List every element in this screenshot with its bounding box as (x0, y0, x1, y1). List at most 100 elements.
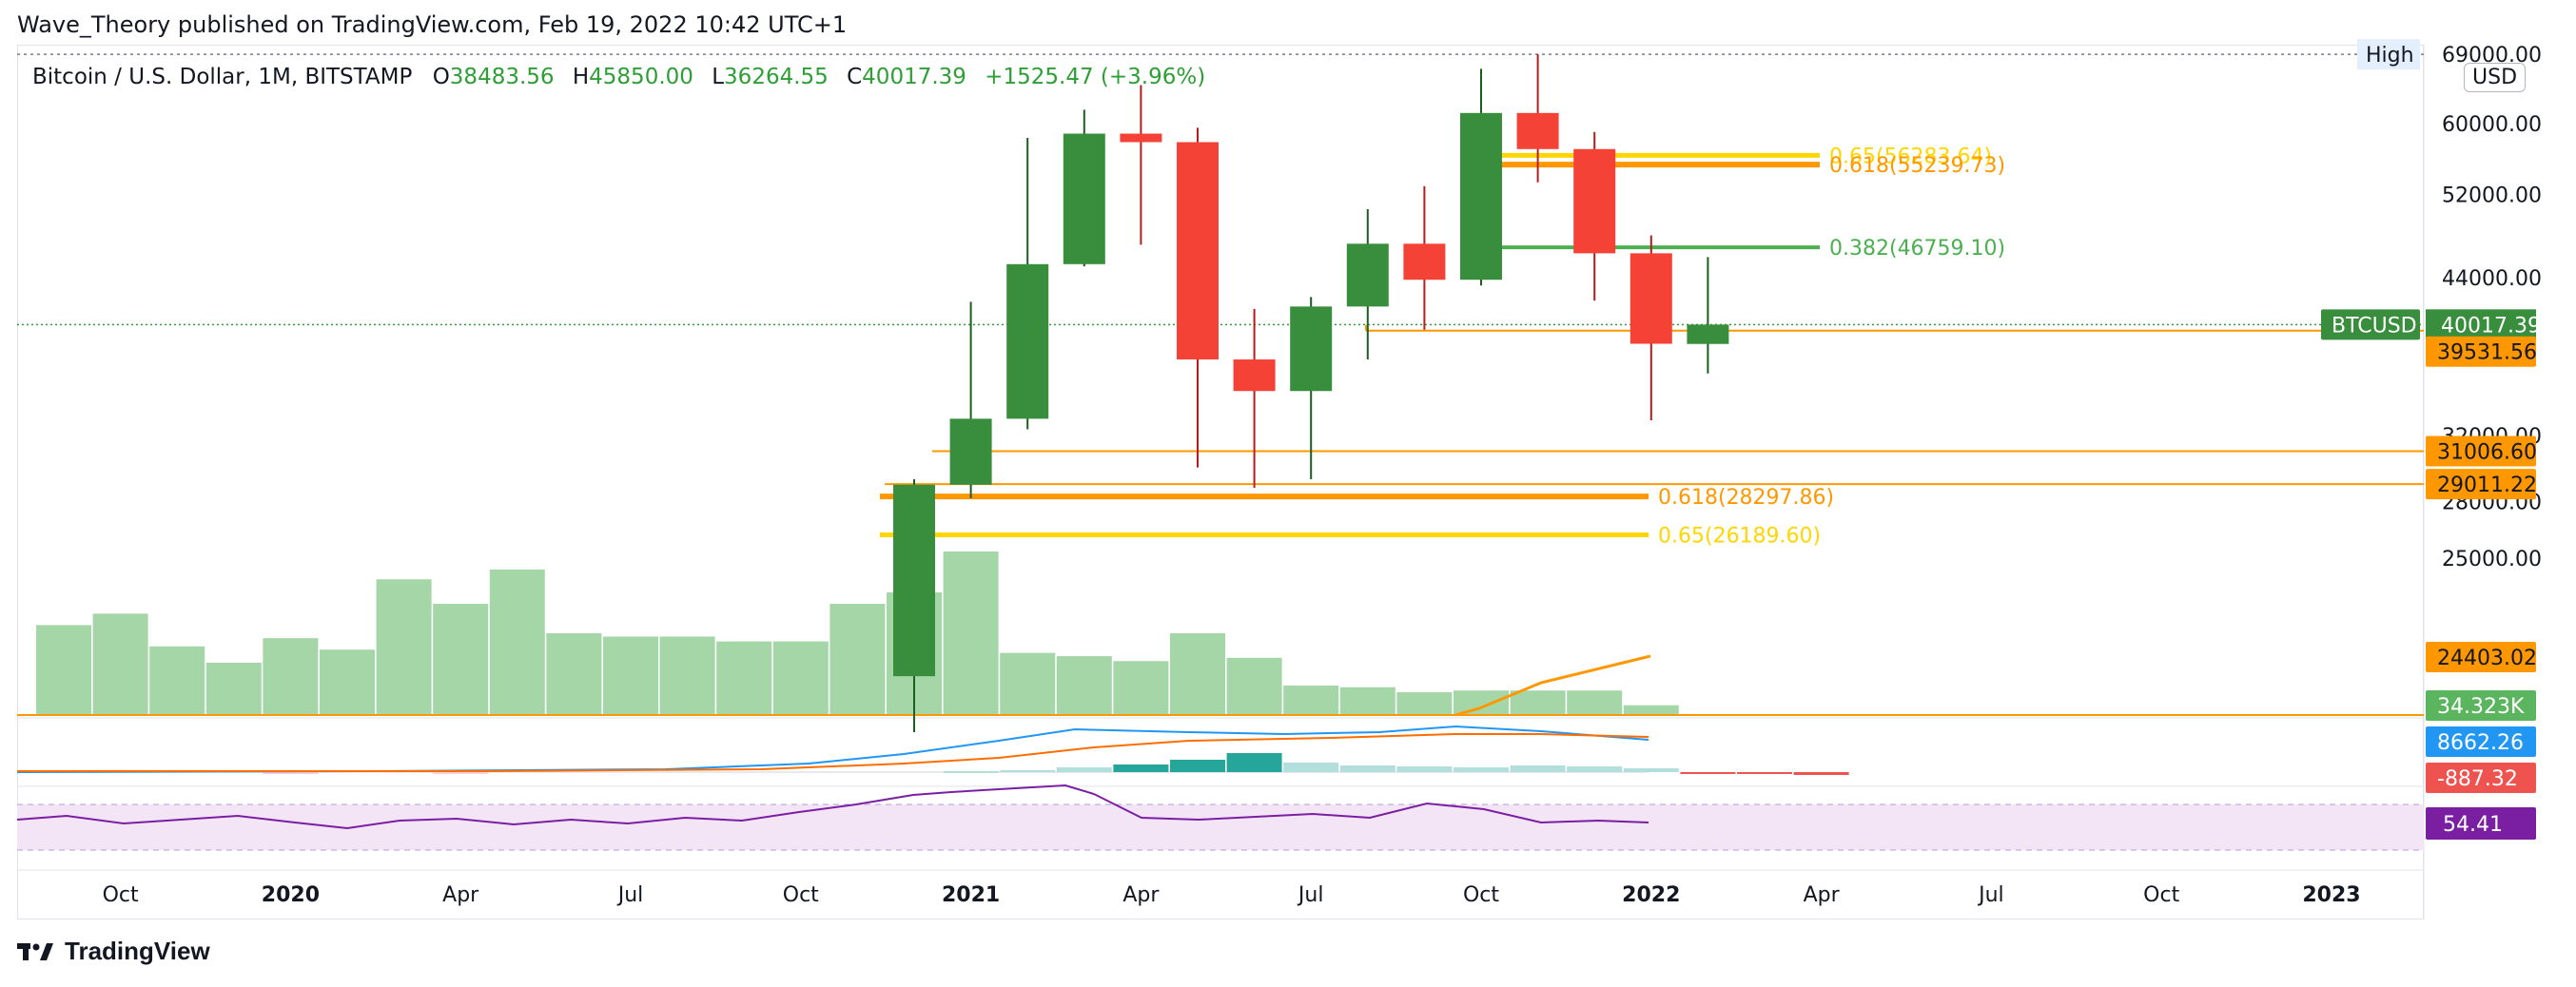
macd-hist-bar (1623, 768, 1679, 772)
time-tick-label: 2020 (262, 883, 320, 907)
volume-bar (603, 636, 658, 715)
legend-high: 45850.00 (589, 65, 693, 89)
candle-body (1630, 253, 1672, 344)
volume-bar (1396, 691, 1453, 715)
volume-bar (489, 569, 545, 715)
candle-body (949, 418, 992, 485)
candle-body (1063, 133, 1105, 264)
time-tick-label: 2023 (2302, 883, 2360, 907)
legend-o-label: O (432, 65, 450, 89)
time-tick-label: Apr (442, 883, 479, 907)
volume-bar (546, 633, 602, 715)
publisher-line: Wave_Theory published on TradingView.com… (17, 11, 848, 38)
candle-body (1403, 243, 1446, 281)
time-tick-label: Oct (103, 883, 139, 907)
macd-hist-bar (1283, 763, 1339, 772)
macd-hist-bar (1396, 766, 1453, 772)
volume-tag-bg (2426, 690, 2536, 721)
volume-bar (1623, 705, 1679, 715)
volume-bar (1113, 661, 1169, 715)
volume-bar (772, 641, 829, 715)
legend-change: +1525.47 (+3.96%) (985, 65, 1206, 89)
candle-body (1233, 359, 1276, 392)
rsi-tag-bg (2426, 807, 2536, 840)
volume-ma-line (1454, 654, 1651, 717)
macd-hist-bar (1226, 753, 1282, 772)
volume-bar (1170, 633, 1225, 715)
volume-bar (263, 638, 319, 715)
level-tag-39531-bg (2426, 336, 2536, 367)
price-tick-label: 44000.00 (2442, 267, 2542, 291)
macd-tag-bg (2426, 726, 2536, 757)
time-tick-label: Jul (1297, 883, 1324, 907)
level-tag-29011: 29011.22 (2437, 474, 2537, 497)
macd-hist-bar (1567, 766, 1623, 772)
macd-hist-bar (1510, 765, 1566, 772)
macd-hist-bar (433, 772, 489, 774)
macd-signal-line (17, 733, 1649, 772)
level-tag-31006-bg (2426, 435, 2536, 467)
candle-body (1516, 112, 1559, 149)
candle-body (1177, 142, 1219, 360)
candle-body (1687, 324, 1729, 344)
volume-bar (205, 662, 262, 715)
tradingview-logo[interactable]: TradingView (17, 937, 210, 966)
macd-tag: 8662.26 (2437, 731, 2524, 755)
macd-hist-bar (263, 772, 319, 774)
legend-open: 38483.56 (449, 65, 555, 89)
level-tag-31006: 31006.60 (2437, 440, 2537, 464)
level-tag-29011-bg (2426, 469, 2536, 500)
macd-hist-bar (1737, 772, 1792, 774)
time-tick-label: 2022 (1622, 883, 1680, 907)
candle-body (1120, 133, 1162, 143)
macd-hist-bar (1113, 764, 1169, 772)
price-tick-label: 52000.00 (2442, 184, 2542, 208)
macd-hist-tag-bg (2426, 763, 2536, 793)
macd-hist-bar (1454, 767, 1509, 772)
legend-l-label: L (712, 65, 725, 89)
legend-low: 36264.55 (724, 65, 829, 89)
candle-body (1346, 243, 1389, 307)
macd-hist-bar (943, 771, 999, 773)
volume-bar (1000, 652, 1056, 715)
volume-bar (1283, 686, 1339, 715)
volume-bar (1056, 656, 1112, 715)
time-tick-label: Jul (1977, 883, 2004, 907)
btcusd-tag-bg (2321, 309, 2420, 340)
volume-bar (943, 552, 999, 715)
fib-065-upper-label: 0.65(56283.64) (1829, 145, 1992, 168)
candle-body (893, 484, 935, 677)
time-tick-label: Oct (2143, 883, 2179, 907)
candle-body (1460, 112, 1502, 281)
time-tick-label: Oct (1463, 883, 1499, 907)
volume-bar (320, 649, 375, 715)
volume-bar (36, 625, 91, 715)
level-tag-24403: 24403.02 (2437, 647, 2537, 670)
volume-bar (1226, 657, 1282, 715)
volume-bar (1339, 687, 1395, 715)
time-tick-label: Apr (1804, 883, 1841, 907)
last-price-value: 40017.39 (2441, 314, 2541, 338)
macd-hist-bar (1056, 767, 1112, 772)
rsi-tag: 54.41 (2443, 813, 2503, 837)
macd-hist-bar (1339, 765, 1395, 772)
volume-bar (1567, 690, 1623, 715)
volume-bar (149, 646, 205, 715)
candle-body (1006, 263, 1049, 419)
price-tick-label: 60000.00 (2442, 113, 2542, 137)
macd-hist-bar (1680, 772, 1736, 774)
high-label-bg (2357, 39, 2420, 70)
rsi-band (17, 804, 2424, 850)
volume-bar (433, 604, 489, 715)
time-tick-label: Apr (1122, 883, 1160, 907)
volume-bar (1454, 690, 1509, 715)
macd-hist-tag: -887.32 (2437, 767, 2518, 791)
rsi-line (16, 784, 1649, 830)
currency-badge[interactable]: USD (2464, 63, 2527, 92)
level-tag-24403-bg (2426, 642, 2536, 672)
level-tag-39531: 39531.56 (2437, 341, 2537, 365)
volume-bar (92, 613, 148, 715)
fib-0618-lower-label: 0.618(28297.86) (1658, 486, 1834, 510)
symbol-legend: Bitcoin / U.S. Dollar, 1M, BITSTAMP O384… (32, 65, 1205, 89)
